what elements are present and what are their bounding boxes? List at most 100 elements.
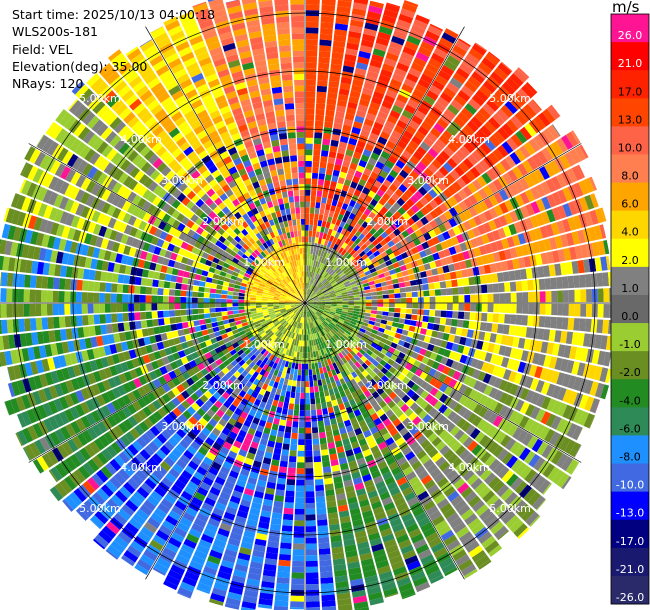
range-gate [515, 281, 523, 292]
range-gate [382, 290, 389, 295]
range-gate [514, 111, 528, 126]
range-gate [416, 244, 424, 252]
range-gate [295, 392, 300, 399]
range-gate [197, 336, 205, 344]
range-gate [238, 448, 248, 458]
range-gate [586, 304, 593, 317]
range-gate [385, 507, 398, 517]
range-gate [527, 491, 541, 506]
range-gate [357, 218, 365, 226]
range-gate [323, 327, 329, 334]
range-gate [168, 303, 175, 310]
range-gate [497, 324, 504, 334]
range-gate [268, 339, 274, 346]
range-gate [364, 312, 371, 317]
range-gate [266, 546, 279, 554]
range-gate [343, 280, 350, 286]
range-gate [320, 257, 325, 264]
range-gate [431, 143, 443, 154]
range-gate [357, 330, 365, 337]
range-gate [122, 312, 129, 322]
range-gate [316, 267, 321, 274]
range-gate [394, 99, 406, 109]
range-gate [276, 483, 286, 491]
range-gate [17, 413, 27, 428]
range-gate [447, 453, 459, 465]
range-gate [399, 427, 409, 437]
range-gate [466, 120, 479, 133]
range-gate [311, 327, 315, 334]
range-gate [123, 418, 134, 431]
range-gate [208, 332, 216, 339]
range-gate [277, 324, 283, 330]
range-gate [338, 457, 348, 465]
range-gate [111, 399, 122, 412]
range-gate [273, 320, 280, 326]
range-gate [543, 238, 552, 251]
range-gate [264, 378, 271, 385]
range-gate [173, 368, 182, 377]
range-gate [417, 490, 430, 501]
range-gate [376, 314, 383, 319]
range-gate [588, 226, 597, 242]
range-gate [468, 320, 476, 330]
range-gate [209, 308, 216, 313]
range-gate [493, 402, 504, 414]
range-gate [87, 477, 100, 491]
range-gate [482, 512, 497, 526]
range-gate [354, 368, 362, 376]
range-gate [562, 303, 569, 316]
range-gate [305, 85, 316, 92]
range-gate [356, 351, 363, 359]
range-gate [451, 279, 458, 287]
range-gate [236, 479, 247, 488]
range-gate [417, 46, 432, 58]
range-gate [52, 290, 59, 303]
range-gate [362, 448, 372, 458]
range-gate [197, 308, 204, 314]
range-gate [346, 107, 357, 116]
range-gate [198, 314, 205, 320]
range-gate [482, 409, 493, 421]
range-gate [253, 544, 266, 553]
range-gate [434, 310, 442, 317]
range-gate [350, 280, 357, 286]
range-gate [396, 19, 412, 30]
range-gate [293, 368, 298, 376]
range-gate [165, 425, 176, 436]
range-gate [361, 377, 369, 385]
range-gate [156, 358, 165, 368]
range-gate [382, 418, 392, 427]
range-gate [514, 399, 525, 412]
range-gate [429, 397, 439, 407]
range-gate [344, 485, 355, 493]
range-gate [298, 322, 301, 329]
range-gate [230, 359, 238, 367]
range-gate [351, 8, 367, 17]
range-gate [313, 297, 319, 300]
range-gate [473, 247, 482, 257]
range-gate [322, 312, 329, 316]
range-gate [479, 468, 492, 481]
range-gate [316, 190, 323, 197]
range-gate [93, 314, 101, 325]
range-gate [312, 286, 317, 292]
range-gate [262, 324, 269, 330]
range-gate [270, 464, 279, 472]
range-gate [378, 570, 393, 581]
range-gate [552, 469, 565, 485]
range-gate [283, 315, 290, 320]
range-gate [188, 416, 198, 426]
range-gate [392, 262, 400, 269]
range-gate [445, 318, 452, 326]
range-gate [321, 4, 336, 12]
range-gate [137, 531, 151, 544]
range-gate [305, 114, 315, 121]
range-gate [401, 2, 418, 13]
range-gate [526, 435, 539, 450]
range-gate [367, 356, 375, 363]
range-gate [274, 394, 280, 401]
range-gate [238, 359, 246, 367]
range-gate [504, 438, 517, 451]
range-gate [537, 479, 551, 494]
